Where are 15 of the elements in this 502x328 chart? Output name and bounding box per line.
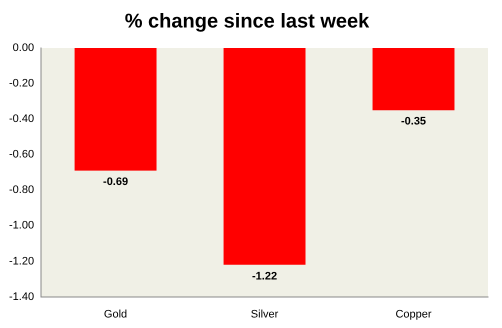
x-tick-label: Silver bbox=[250, 308, 279, 320]
x-tick-label: Copper bbox=[395, 308, 432, 320]
y-tick-label: -0.20 bbox=[8, 78, 34, 90]
y-tick-label: -1.20 bbox=[8, 255, 34, 268]
y-tick-label: -1.00 bbox=[8, 220, 34, 232]
y-tick-label: 0.00 bbox=[12, 42, 34, 54]
y-tick-label: -1.40 bbox=[8, 290, 34, 303]
data-label: -0.35 bbox=[400, 116, 426, 128]
y-tick-label: -0.60 bbox=[8, 148, 34, 161]
y-tick-label: -0.80 bbox=[8, 184, 34, 196]
x-tick-label: Gold bbox=[104, 308, 128, 320]
data-label: -0.69 bbox=[103, 176, 128, 188]
chart-title: % change since last week bbox=[124, 10, 370, 33]
y-tick-label: -0.40 bbox=[8, 113, 34, 126]
data-label: -1.22 bbox=[252, 270, 278, 282]
